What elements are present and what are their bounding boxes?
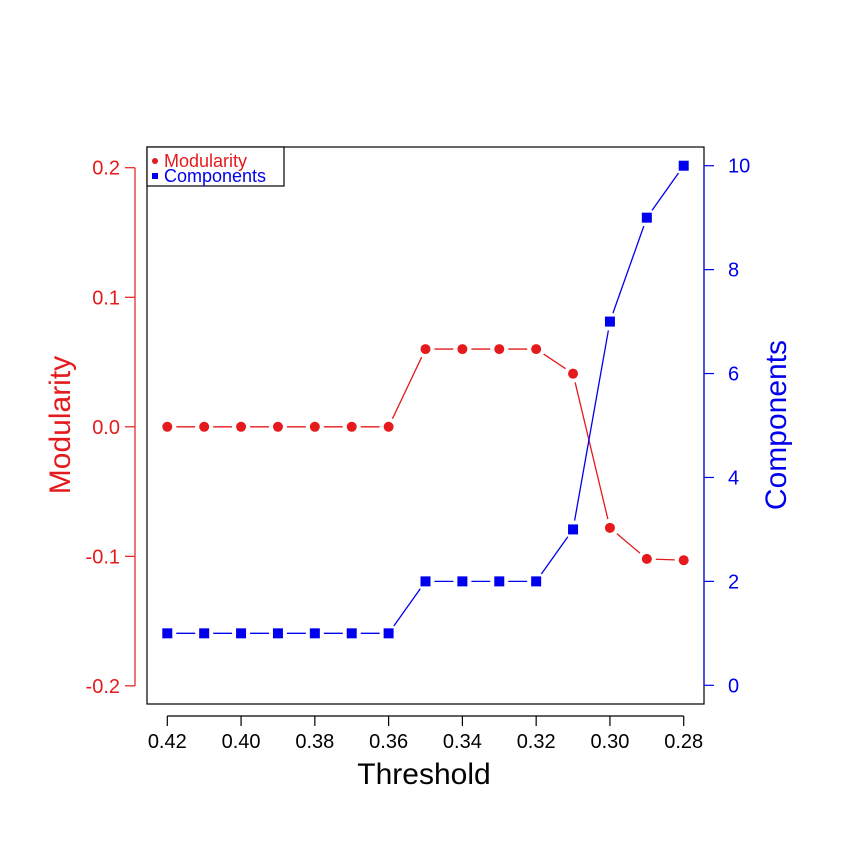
y-right-tick-label: 6 — [728, 364, 739, 386]
components-line-segment — [540, 536, 569, 575]
y-right-tick-label: 0 — [728, 675, 739, 697]
x-tick-label: 0.30 — [590, 731, 629, 753]
modularity-point — [346, 421, 357, 432]
legend-modularity-marker — [152, 158, 158, 164]
x-tick-label: 0.34 — [443, 731, 482, 753]
components-series — [162, 160, 689, 639]
modularity-line-segment — [574, 382, 609, 520]
components-point — [531, 576, 542, 587]
x-axis-title: Threshold — [357, 758, 490, 791]
y-left-tick-label: 0.1 — [92, 287, 120, 309]
modularity-point — [531, 344, 542, 355]
y-right-axis-title: Components — [760, 340, 793, 510]
components-line-segment — [573, 330, 610, 521]
x-tick-label: 0.28 — [664, 731, 703, 753]
x-tick-label: 0.36 — [369, 731, 408, 753]
modularity-point — [568, 368, 579, 379]
x-tick-label: 0.38 — [295, 731, 334, 753]
modularity-point — [420, 344, 431, 355]
legend-components-marker — [152, 173, 158, 179]
modularity-point — [641, 553, 652, 564]
y-right-tick-label: 4 — [728, 467, 739, 489]
components-line-segment — [612, 225, 645, 314]
legend-components-label: Components — [164, 166, 266, 186]
y-right-tick-label: 10 — [728, 156, 750, 178]
y-left-axis-title: Modularity — [44, 356, 77, 494]
components-line-segment — [651, 172, 680, 211]
modularity-line-segment — [655, 558, 675, 561]
x-tick-label: 0.32 — [517, 731, 556, 753]
x-tick-label: 0.40 — [222, 731, 261, 753]
series-layer — [162, 160, 689, 639]
modularity-point — [678, 555, 689, 566]
modularity-line-segment — [391, 356, 423, 419]
components-point — [568, 524, 579, 535]
y-left-tick-label: -0.1 — [86, 546, 120, 568]
modularity-point — [236, 421, 247, 432]
modularity-point — [309, 421, 320, 432]
components-point — [309, 628, 320, 639]
components-point — [420, 576, 431, 587]
y-left-tick-label: 0.0 — [92, 417, 120, 439]
components-point — [641, 212, 652, 223]
modularity-line-segment — [543, 353, 566, 370]
legend-modularity-label: Modularity — [164, 151, 247, 171]
modularity-point — [604, 522, 615, 533]
components-point — [272, 628, 283, 639]
components-point — [236, 628, 247, 639]
y-right-tick-label: 8 — [728, 260, 739, 282]
legend-box — [146, 146, 285, 187]
components-line-segment — [393, 588, 421, 627]
y-left-tick-label: 0.2 — [92, 158, 120, 180]
y-left-tick-label: -0.2 — [86, 676, 120, 698]
components-point — [346, 628, 357, 639]
modularity-point — [272, 421, 283, 432]
modularity-point — [162, 421, 173, 432]
modularity-point — [383, 421, 394, 432]
components-point — [604, 316, 615, 327]
modularity-line-segment — [616, 533, 641, 554]
modularity-point — [457, 344, 468, 355]
components-point — [678, 160, 689, 171]
components-point — [494, 576, 505, 587]
components-point — [457, 576, 468, 587]
axes-layer: 0.42 0.40 0.38 0.36 0.34 0.32 0.30 0.28Threshol… — [44, 146, 793, 791]
components-point — [383, 628, 394, 639]
modularity-series — [162, 344, 689, 566]
y-right-tick-label: 2 — [728, 571, 739, 593]
modularity-point — [494, 344, 505, 355]
components-point — [162, 628, 173, 639]
modularity-point — [199, 421, 210, 432]
x-tick-label: 0.42 — [148, 731, 187, 753]
components-point — [199, 628, 210, 639]
